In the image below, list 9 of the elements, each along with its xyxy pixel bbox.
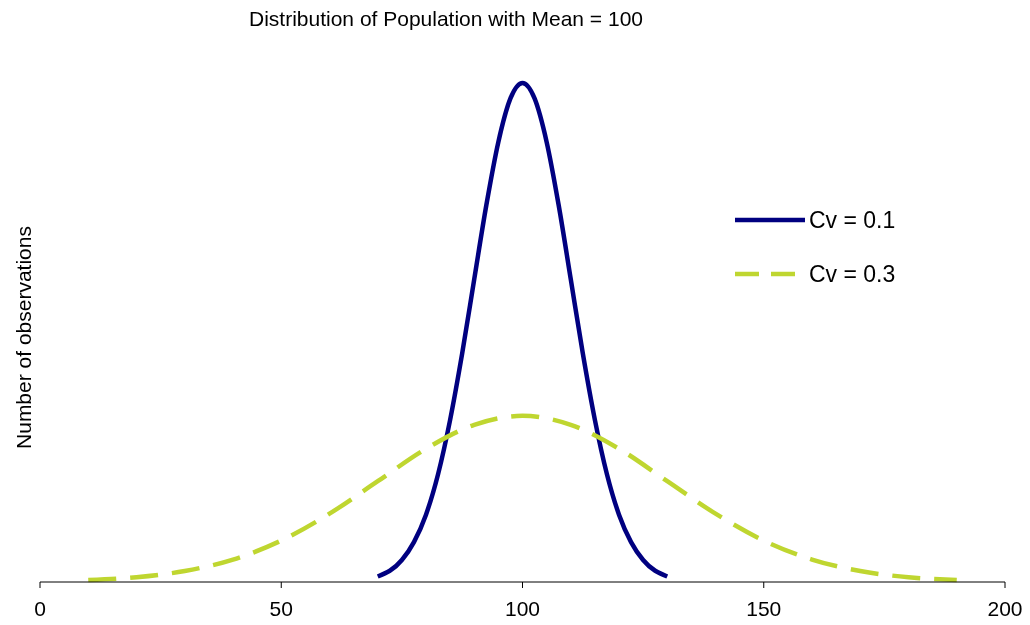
x-tick-label: 200 <box>987 597 1023 620</box>
y-axis-title: Number of observations <box>12 226 35 449</box>
x-tick-label: 100 <box>504 597 541 620</box>
legend-label: Cv = 0.1 <box>809 207 896 233</box>
x-tick-label: 150 <box>746 597 782 620</box>
x-tick-label: 50 <box>269 597 293 620</box>
legend-label: Cv = 0.3 <box>809 261 896 287</box>
x-tick-label: 0 <box>34 597 46 620</box>
chart-title: Distribution of Population with Mean = 100 <box>249 7 643 30</box>
